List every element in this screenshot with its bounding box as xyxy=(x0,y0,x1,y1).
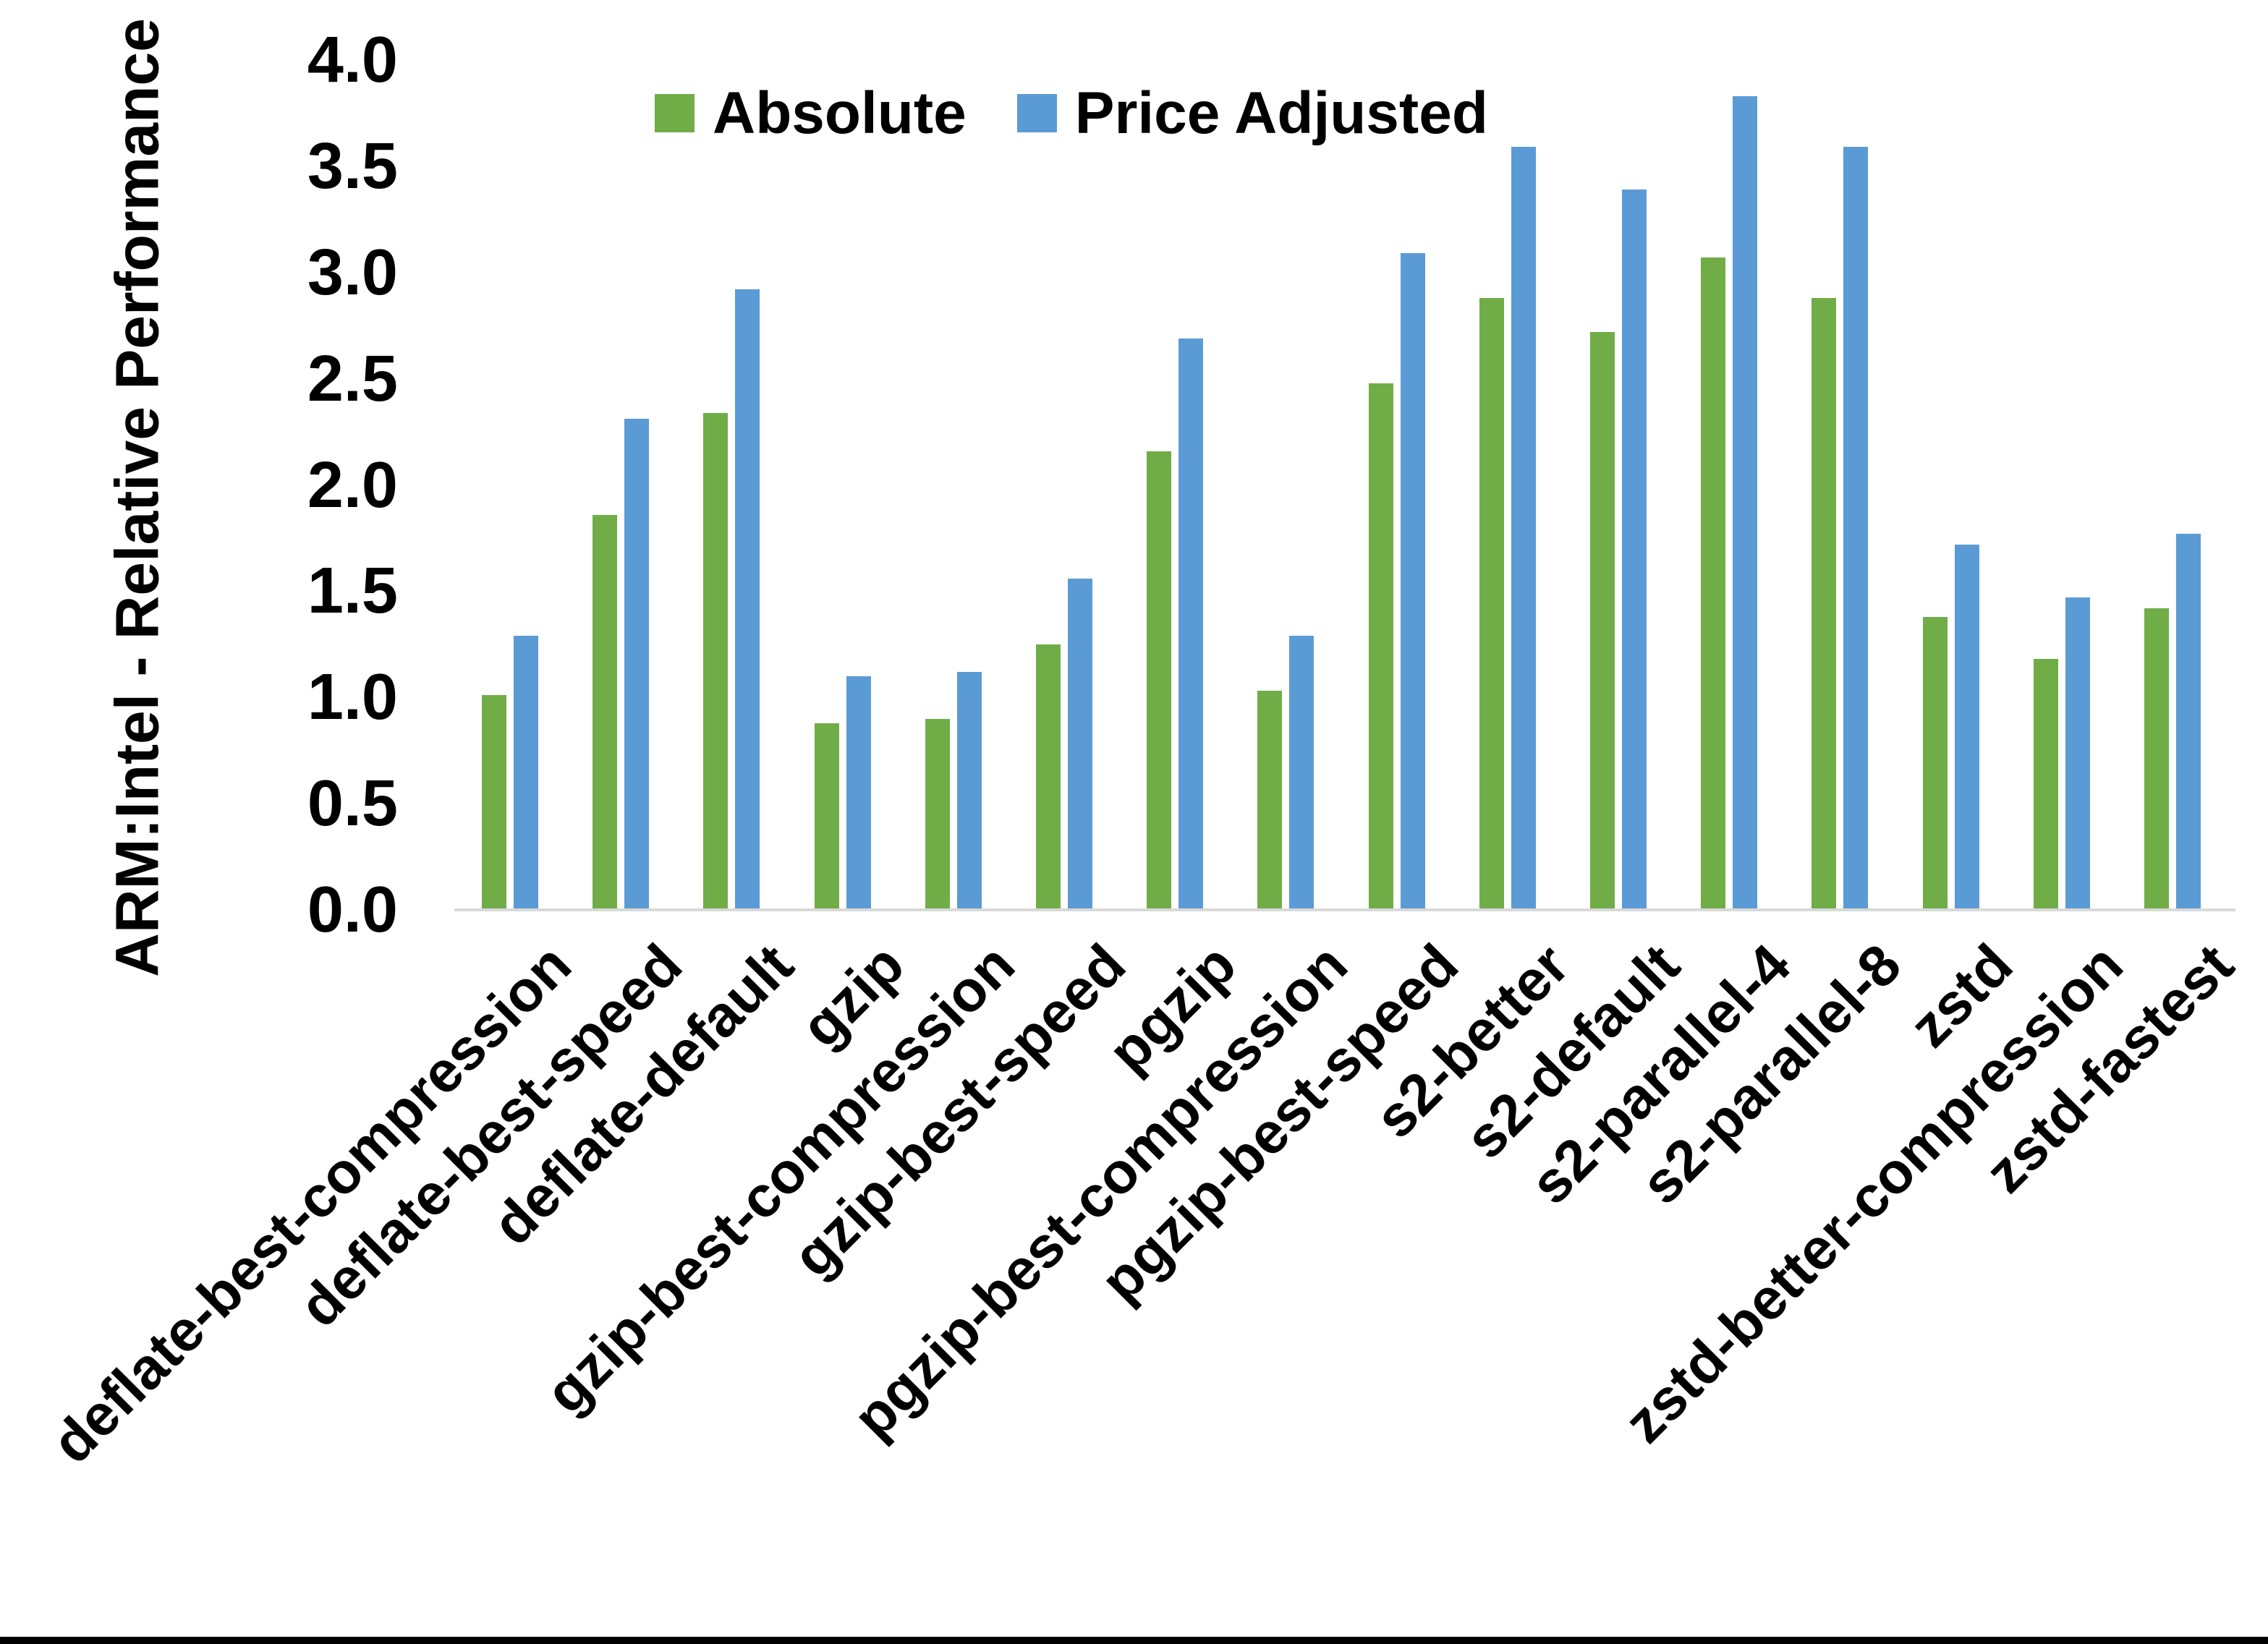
bar-absolute-deflate-best-compression xyxy=(482,695,506,910)
y-tick-label-0.0: 0.0 xyxy=(307,874,398,946)
y-axis-title: ARM:Intel - Relative Performance xyxy=(103,18,171,977)
y-tick-label-1.5: 1.5 xyxy=(307,555,398,628)
bar-absolute-gzip xyxy=(815,723,839,910)
x-axis-baseline xyxy=(454,908,2235,911)
bar-price-adjusted-gzip-best-compression xyxy=(957,672,982,910)
legend-swatch-price-adjusted xyxy=(1016,94,1057,132)
bar-price-adjusted-deflate-best-compression xyxy=(514,636,538,910)
bar-absolute-zstd xyxy=(1923,616,1948,910)
bar-price-adjusted-zstd-fastest xyxy=(2176,534,2201,910)
bar-absolute-s2-parallel-8 xyxy=(1812,298,1836,910)
bar-absolute-pgzip-best-speed xyxy=(1369,383,1393,910)
bar-price-adjusted-pgzip-best-compression xyxy=(1289,636,1314,910)
legend-label-price-adjusted: Price Adjusted xyxy=(1074,80,1488,146)
legend: Absolute Price Adjusted xyxy=(655,80,1488,146)
legend-label-absolute: Absolute xyxy=(713,80,967,146)
bar-absolute-s2-better xyxy=(1479,298,1504,910)
legend-item-absolute: Absolute xyxy=(655,80,967,146)
bar-absolute-zstd-fastest xyxy=(2144,608,2169,910)
bar-price-adjusted-zstd xyxy=(1955,544,1979,910)
bar-absolute-gzip-best-speed xyxy=(1036,644,1061,910)
bar-price-adjusted-s2-parallel-8 xyxy=(1843,147,1868,910)
bar-absolute-deflate-best-speed xyxy=(593,514,617,910)
bar-absolute-gzip-best-compression xyxy=(925,718,950,910)
y-tick-label-0.5: 0.5 xyxy=(307,767,398,840)
bar-absolute-zstd-better-compression xyxy=(2034,659,2058,910)
y-tick-label-2.5: 2.5 xyxy=(307,342,398,415)
bar-absolute-s2-default xyxy=(1590,332,1615,910)
bar-price-adjusted-gzip xyxy=(846,676,871,910)
y-tick-label-4.0: 4.0 xyxy=(307,24,398,96)
bar-price-adjusted-pgzip xyxy=(1178,338,1203,910)
legend-swatch-absolute xyxy=(655,94,695,132)
bar-absolute-pgzip-best-compression xyxy=(1257,691,1282,910)
y-tick-label-2.0: 2.0 xyxy=(307,448,398,521)
y-tick-label-3.0: 3.0 xyxy=(307,236,398,309)
bottom-border-strip xyxy=(0,1637,2268,1644)
bar-absolute-s2-parallel-4 xyxy=(1701,257,1725,910)
bar-absolute-deflate-default xyxy=(703,412,728,910)
y-tick-label-3.5: 3.5 xyxy=(307,129,398,203)
y-tick-label-1.0: 1.0 xyxy=(307,661,398,734)
bar-price-adjusted-gzip-best-speed xyxy=(1068,578,1092,910)
bar-price-adjusted-s2-default xyxy=(1622,189,1647,910)
bar-price-adjusted-s2-better xyxy=(1511,147,1536,910)
bar-price-adjusted-s2-parallel-4 xyxy=(1733,95,1757,910)
bar-absolute-pgzip xyxy=(1147,451,1171,910)
bar-price-adjusted-zstd-better-compression xyxy=(2065,597,2090,910)
bar-price-adjusted-deflate-best-speed xyxy=(624,419,649,910)
bar-price-adjusted-pgzip-best-speed xyxy=(1401,253,1425,910)
legend-item-price-adjusted: Price Adjusted xyxy=(1016,80,1488,146)
bar-price-adjusted-deflate-default xyxy=(735,289,760,910)
